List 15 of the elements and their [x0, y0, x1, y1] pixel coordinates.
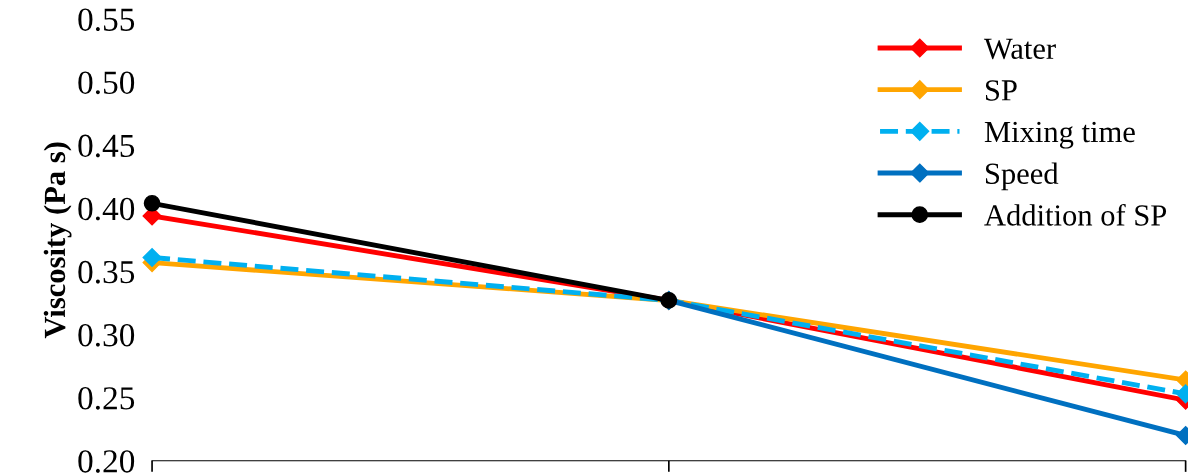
legend-label: Mixing time [984, 121, 1135, 149]
legend-label: Addition of SP [984, 203, 1167, 226]
point [143, 194, 161, 212]
legend-label: Water [983, 38, 1056, 60]
y-axis-title: Viscosity (Pa s) [43, 142, 72, 339]
legend-label: SP [985, 80, 1017, 101]
y-tick-label: 0.40 [78, 197, 135, 221]
y-tick-label: 0.55 [78, 8, 135, 32]
y-tick-label: 0.20 [78, 450, 135, 473]
y-tick-label: 0.25 [78, 387, 135, 410]
y-tick-label: 0.50 [78, 71, 135, 95]
y-tick-label: 0.35 [78, 260, 135, 284]
legend-label: Speed [985, 162, 1059, 191]
y-tick-label: 0.45 [78, 134, 135, 158]
y-tick-label: 0.30 [78, 323, 135, 347]
